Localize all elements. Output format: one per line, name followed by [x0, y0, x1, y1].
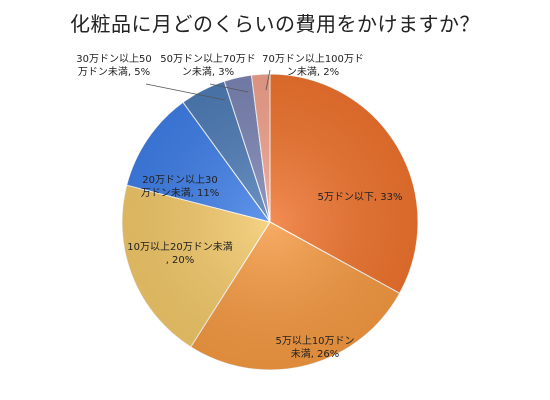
slice-label-7: 70万ドン以上100万ドン未満, 2%	[262, 53, 364, 78]
slice-label-2: 5万以上10万ドン未満, 26%	[275, 335, 354, 360]
slice-label-5: 30万ドン以上50 万ドン未満, 5%	[76, 53, 151, 78]
leader-line-5	[145, 83, 226, 101]
leader-line-6	[209, 83, 249, 93]
slice-label-4: 20万ドン以上30 万ドン未満, 11%	[141, 174, 220, 199]
leader-line-7	[265, 69, 271, 91]
slice-label-6: 50万ドン以上70万ドン未満, 3%	[160, 53, 255, 78]
slice-label-3: 10万以上20万ドン未満, 20%	[127, 241, 232, 266]
slice-label-1: 5万ドン以下, 33%	[318, 192, 403, 203]
chart-title: 化粧品に月どのくらいの費用をかけますか？	[70, 12, 480, 36]
